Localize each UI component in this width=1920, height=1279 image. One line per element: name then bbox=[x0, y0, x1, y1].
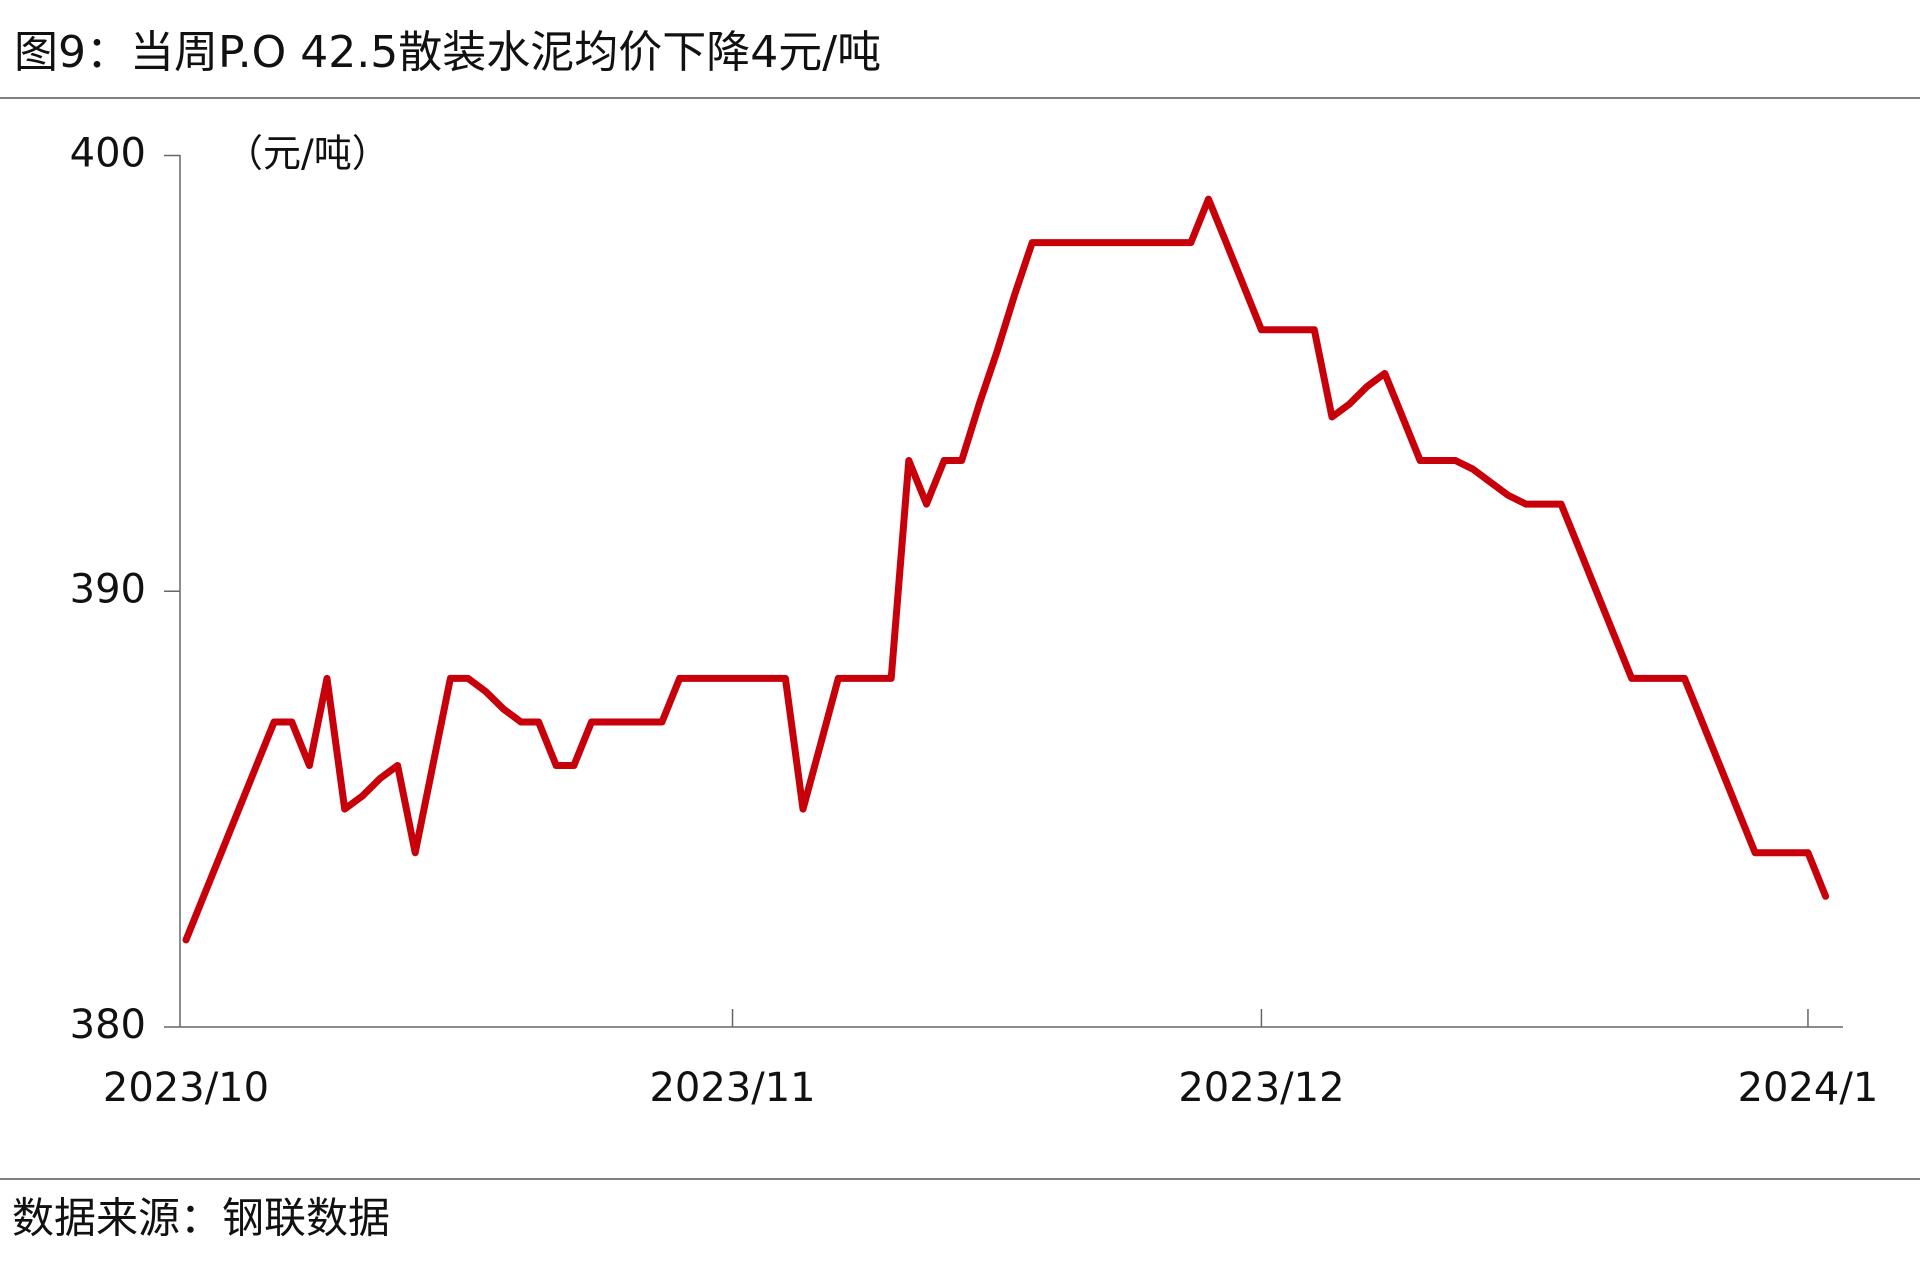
price-line bbox=[182, 195, 1830, 944]
source-note: 数据来源：钢联数据 bbox=[12, 1194, 390, 1243]
y-tick-label: 390 bbox=[70, 566, 146, 612]
y-axis-unit: （元/吨） bbox=[225, 132, 390, 176]
chart-title: 图9：当周P.O 42.5散装水泥均价下降4元/吨 bbox=[14, 27, 881, 78]
x-tick-label: 2023/12 bbox=[1178, 1065, 1344, 1111]
x-tick-label: 2023/11 bbox=[649, 1065, 815, 1111]
x-tick-label: 2024/1 bbox=[1738, 1065, 1879, 1111]
y-tick-label: 380 bbox=[70, 1002, 146, 1048]
x-tick-label: 2023/10 bbox=[103, 1065, 269, 1111]
y-tick-label: 400 bbox=[70, 131, 146, 177]
